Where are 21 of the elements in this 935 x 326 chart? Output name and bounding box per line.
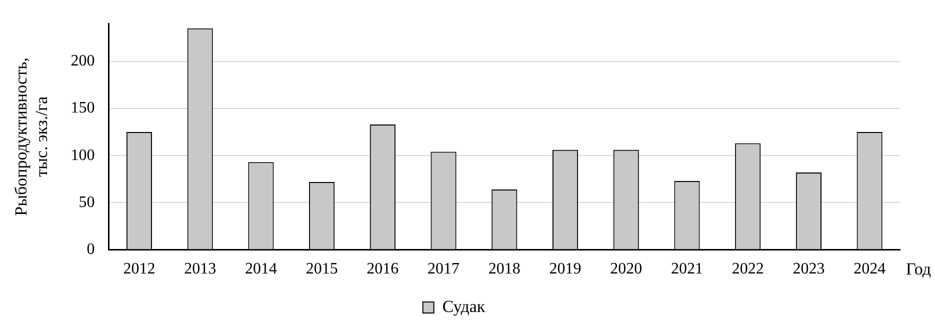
x-tick-label: 2019 [549, 260, 582, 278]
x-tick-label: 2014 [244, 260, 277, 278]
y-tick-label: 200 [70, 52, 95, 70]
y-tick-label: 50 [78, 194, 95, 211]
x-tick-label: 2012 [123, 260, 156, 278]
x-tick-label: 2023 [792, 260, 825, 278]
x-axis-title: Год [906, 259, 932, 278]
x-tick-label: 2017 [428, 260, 460, 278]
x-tick-label: 2016 [366, 260, 399, 278]
x-tick-label: 2013 [184, 260, 216, 278]
y-tick-label: 150 [70, 100, 95, 117]
x-tick-label: 2018 [488, 260, 520, 278]
y-axis-title: Рыбопродуктивность, тыс. экз./га [12, 58, 52, 216]
legend-label: Судак [442, 296, 486, 316]
x-tick-label: 2022 [732, 260, 764, 278]
x-tick-label: 2024 [854, 260, 886, 278]
y-tick-label: 100 [70, 146, 95, 164]
x-tick-label: 2015 [306, 260, 338, 278]
y-tick-label: 0 [86, 241, 95, 258]
x-tick-label: 2021 [670, 260, 703, 278]
x-tick-label: 2020 [610, 260, 642, 278]
